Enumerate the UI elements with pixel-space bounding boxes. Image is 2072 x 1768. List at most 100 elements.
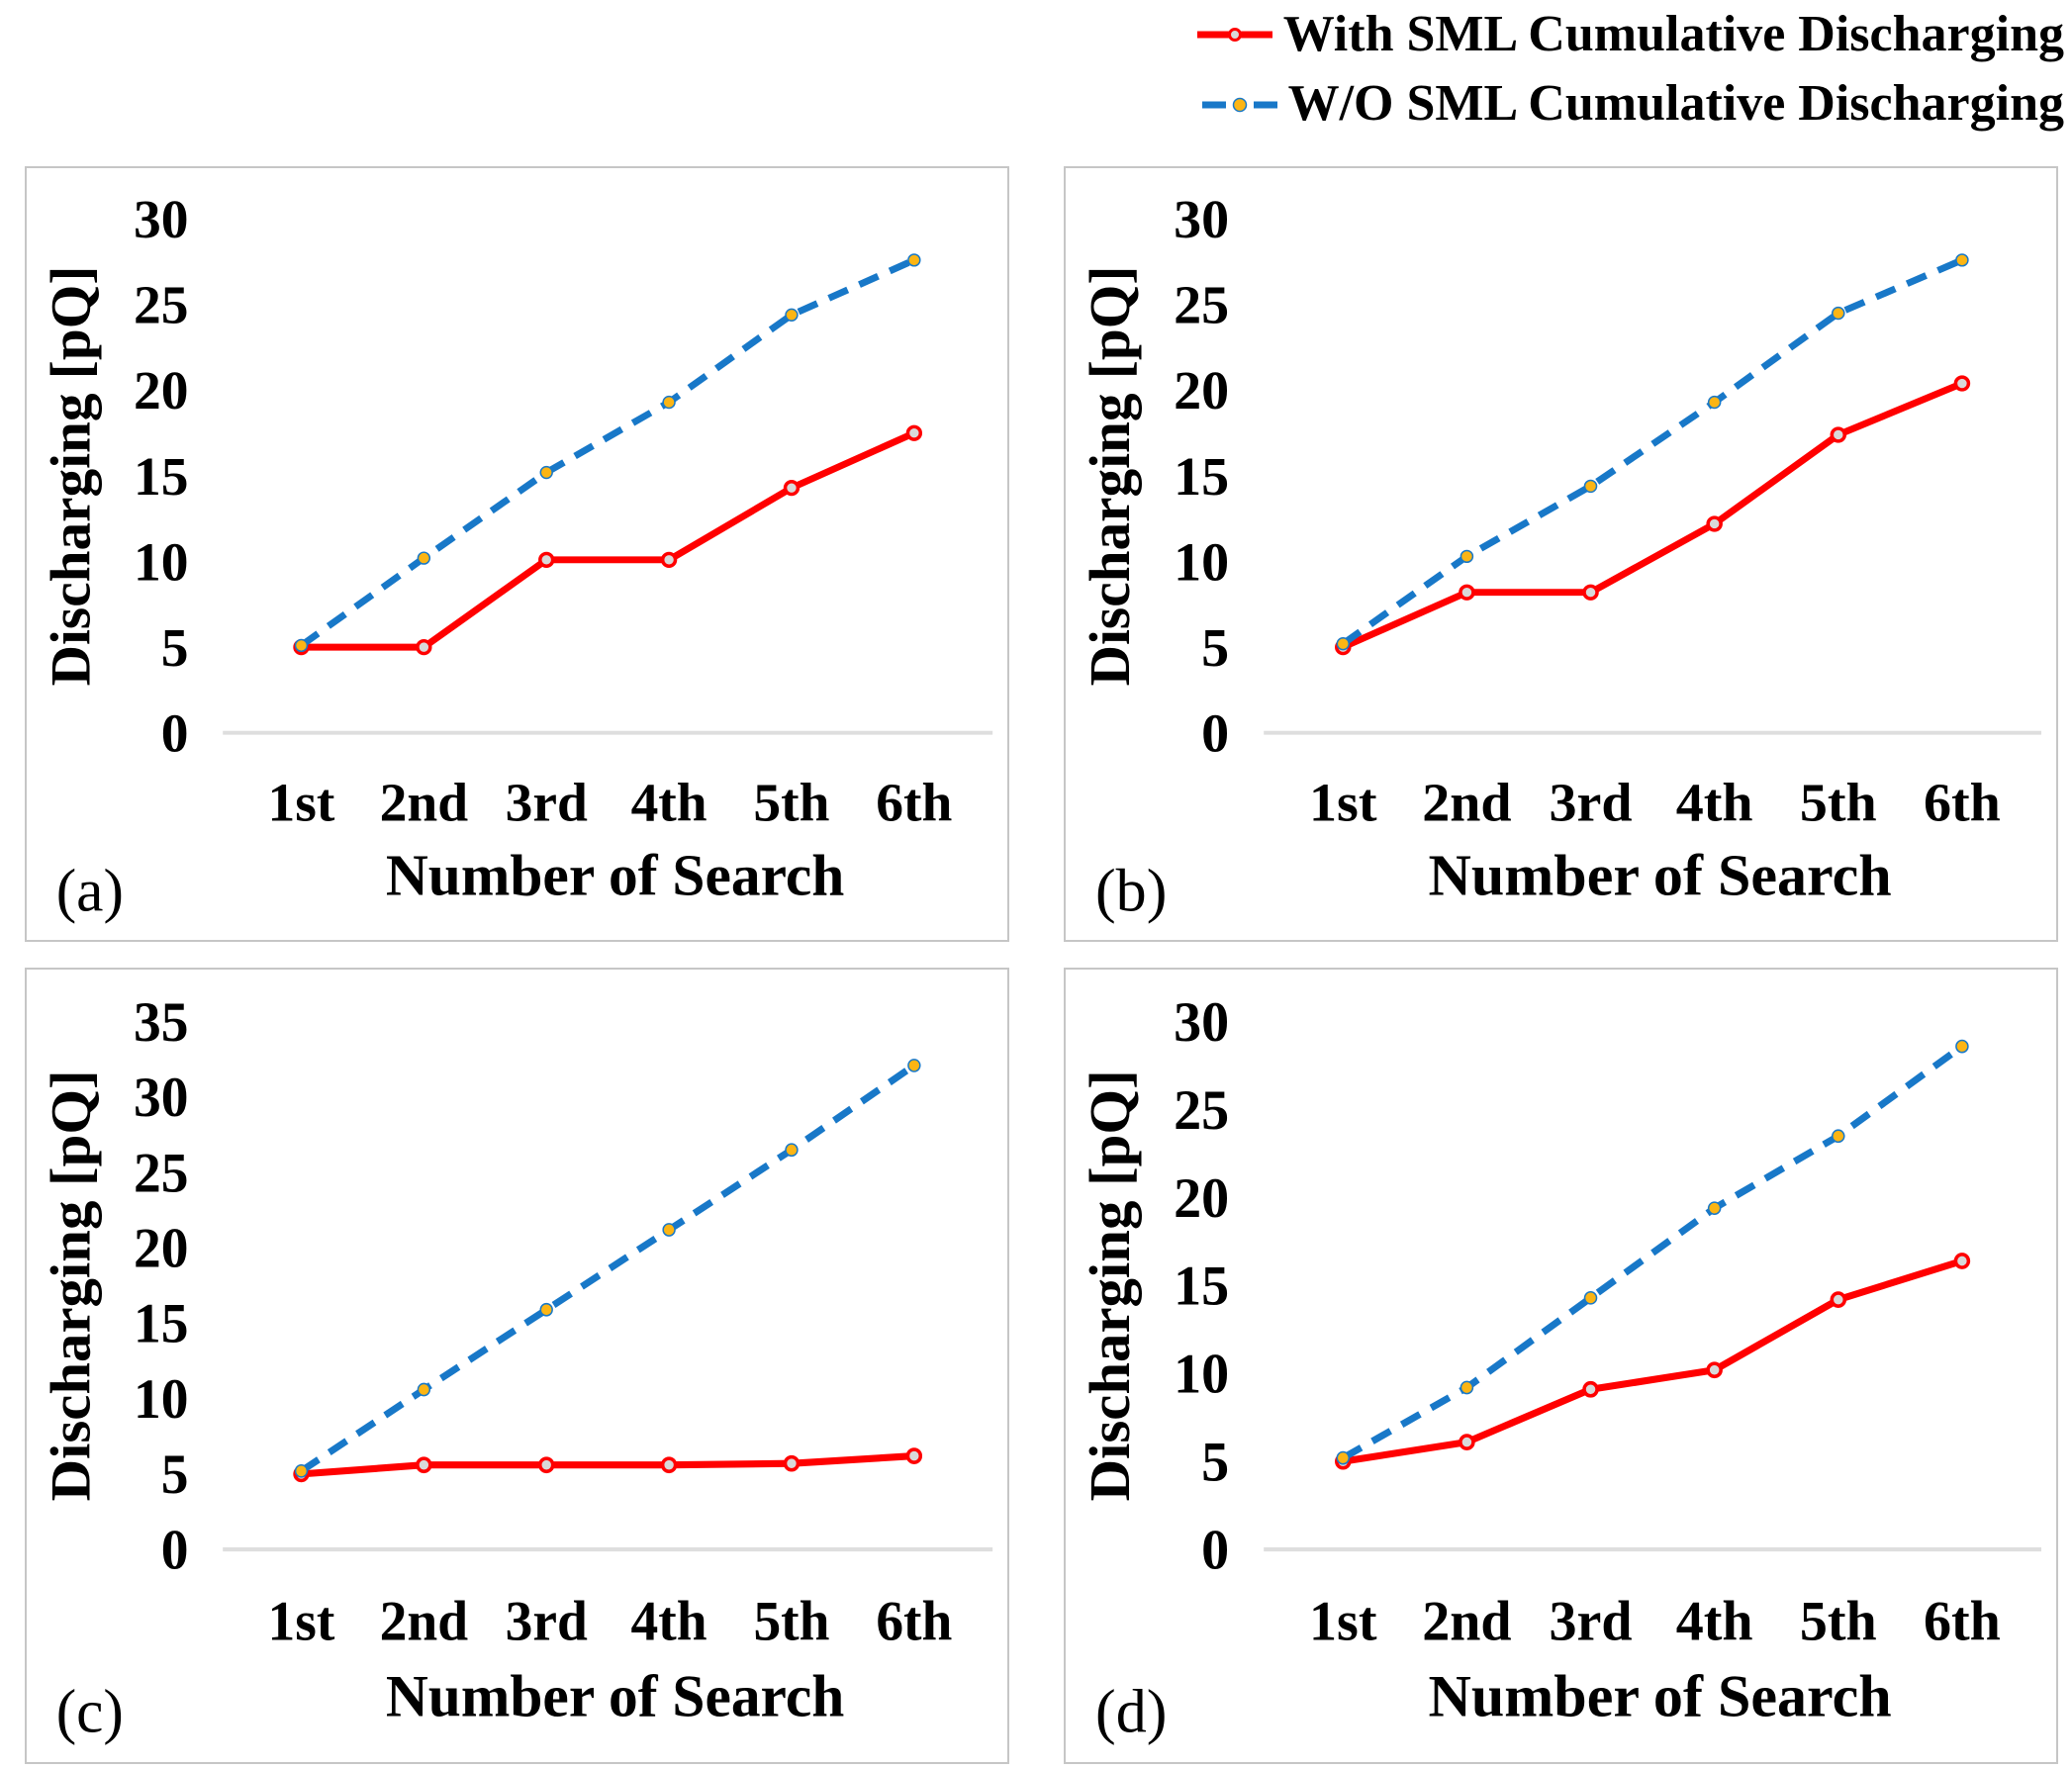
- x-axis-title: Number of Search: [1429, 843, 1892, 908]
- y-tick-label: 20: [1174, 1167, 1229, 1229]
- x-tick-label: 2nd: [380, 1591, 468, 1653]
- red-solid-line-marker-icon: [1196, 28, 1272, 43]
- y-tick-label: 30: [134, 1068, 188, 1130]
- data-point-wo-sml: [907, 253, 921, 267]
- data-point-with-sml: [1459, 584, 1475, 601]
- data-point-wo-sml: [417, 1382, 431, 1397]
- data-point-wo-sml: [785, 1143, 799, 1158]
- data-point-wo-sml: [1336, 636, 1351, 651]
- x-tick-label: 6th: [876, 1591, 952, 1653]
- legend-label-with-sml: With SML Cumulative Discharging: [1282, 6, 2064, 62]
- data-point-wo-sml: [1955, 253, 1969, 267]
- y-tick-label: 30: [1174, 189, 1229, 250]
- x-tick-label: 5th: [1800, 773, 1877, 834]
- data-point-wo-sml: [1707, 1201, 1722, 1216]
- y-tick-label: 5: [1201, 1432, 1229, 1493]
- chart-canvas-c: 0 5 10 15 20 25 30 35 Discharging [pQ] 1st 2nd 3rd 4…: [39, 991, 993, 1746]
- chart-panel-d: 0 5 10 15 20 25 30 Discharging [pQ] 1st 2nd 3rd 4th…: [1064, 968, 2058, 1764]
- y-tick-label: 15: [134, 446, 188, 507]
- y-tick-label: 25: [1174, 275, 1229, 336]
- data-point-wo-sml: [294, 638, 309, 653]
- series-line-wo-sml: [299, 256, 916, 649]
- x-tick-label: 3rd: [1549, 1591, 1632, 1652]
- series-line-wo-sml: [1341, 1043, 1964, 1461]
- x-tick-label: 6th: [1924, 773, 2001, 834]
- x-tick-label: 2nd: [1422, 773, 1511, 834]
- series-line-with-sml: [1339, 1256, 1966, 1465]
- data-point-wo-sml: [1832, 306, 1845, 321]
- y-tick-label: 20: [1174, 361, 1229, 422]
- data-point-with-sml: [1459, 1434, 1475, 1450]
- y-tick-label: 10: [134, 1368, 188, 1431]
- y-tick-label: 20: [134, 360, 188, 420]
- data-point-with-sml: [416, 1456, 432, 1474]
- x-axis-title: Number of Search: [1429, 1663, 1892, 1729]
- y-tick-label: 25: [134, 275, 188, 335]
- chart-grid: 0 5 10 15 20 25 30 Discharging [pQ] 1st 2nd 3rd 4th…: [25, 166, 2058, 1764]
- panel-label: (b): [1095, 858, 1167, 925]
- chart-legend: With SML Cumulative Discharging W/O SML …: [1196, 4, 2064, 136]
- x-tick-label: 5th: [753, 773, 829, 833]
- chart-canvas-a: 0 5 10 15 20 25 30 Discharging [pQ] 1st 2nd 3rd 4th…: [40, 189, 993, 924]
- chart-canvas-b: 0 5 10 15 20 25 30 Discharging [pQ] 1st 2nd 3rd 4th…: [1080, 189, 2041, 925]
- y-tick-label: 30: [1174, 992, 1229, 1054]
- x-tick-label: 3rd: [1550, 773, 1633, 834]
- data-point-with-sml: [783, 1454, 801, 1472]
- x-tick-label: 1st: [1309, 1591, 1377, 1652]
- chart-panel-b: 0 5 10 15 20 25 30 Discharging [pQ] 1st 2nd 3rd 4th…: [1064, 166, 2058, 942]
- chart-canvas-d: 0 5 10 15 20 25 30 Discharging [pQ] 1st 2nd 3rd 4th…: [1078, 992, 2041, 1746]
- y-tick-label: 15: [134, 1293, 188, 1355]
- blue-dashed-line-marker-icon: [1201, 97, 1277, 112]
- x-tick-label: 1st: [268, 773, 335, 833]
- series-line-with-sml: [298, 429, 918, 651]
- data-point-wo-sml: [539, 1302, 553, 1317]
- panel-label: (d): [1095, 1676, 1167, 1745]
- x-tick-label: 4th: [631, 1591, 707, 1653]
- data-point-with-sml: [1953, 1253, 1971, 1269]
- data-point-with-sml: [538, 1456, 555, 1474]
- legend-label-wo-sml: W/O SML Cumulative Discharging: [1287, 75, 2064, 133]
- y-tick-label: 10: [1174, 532, 1229, 594]
- data-point-with-sml: [1953, 375, 1971, 392]
- data-point-with-sml: [660, 1456, 678, 1474]
- x-tick-label: 4th: [631, 773, 707, 833]
- y-tick-label: 0: [161, 703, 189, 764]
- x-tick-label: 6th: [1924, 1591, 2001, 1652]
- series-line-wo-sml: [299, 1062, 916, 1474]
- data-point-with-sml: [660, 551, 678, 568]
- y-tick-label: 25: [134, 1143, 188, 1205]
- panel-label: (c): [56, 1678, 124, 1746]
- y-tick-label: 20: [134, 1218, 188, 1280]
- y-tick-label: 0: [1201, 1520, 1229, 1581]
- data-point-wo-sml: [1336, 1450, 1351, 1465]
- data-point-wo-sml: [417, 551, 431, 565]
- x-tick-label: 4th: [1676, 1591, 1753, 1652]
- series-line-wo-sml: [1341, 256, 1964, 647]
- data-point-with-sml: [783, 479, 801, 497]
- legend-item-with-sml: With SML Cumulative Discharging: [1196, 4, 2064, 65]
- x-tick-label: 1st: [1309, 773, 1377, 834]
- x-tick-label: 3rd: [506, 1591, 588, 1653]
- data-point-wo-sml: [1955, 1039, 1969, 1054]
- data-point-wo-sml: [1460, 549, 1474, 564]
- x-axis-title: Number of Search: [386, 843, 844, 908]
- y-axis-title: Discharging [pQ]: [39, 1070, 102, 1501]
- x-tick-label: 5th: [1800, 1591, 1877, 1652]
- data-point-wo-sml: [1832, 1129, 1845, 1144]
- data-point-wo-sml: [907, 1059, 921, 1072]
- y-tick-label: 15: [1174, 1256, 1229, 1317]
- data-point-wo-sml: [1583, 1290, 1598, 1305]
- data-point-with-sml: [905, 424, 923, 441]
- y-tick-label: 10: [1174, 1344, 1229, 1405]
- series-line-with-sml: [1339, 380, 1966, 651]
- data-point-with-sml: [1706, 1361, 1723, 1379]
- y-tick-label: 10: [134, 531, 188, 592]
- x-tick-label: 6th: [876, 773, 952, 833]
- y-axis-title: Discharging [pQ]: [40, 266, 102, 687]
- data-point-wo-sml: [662, 395, 676, 410]
- chart-panel-c: 0 5 10 15 20 25 30 35 Discharging [pQ] 1st 2nd 3rd 4…: [25, 968, 1009, 1764]
- data-point-with-sml: [416, 638, 432, 656]
- data-point-wo-sml: [662, 1223, 676, 1237]
- y-axis-title: Discharging [pQ]: [1080, 266, 1142, 687]
- data-point-with-sml: [1830, 1291, 1847, 1308]
